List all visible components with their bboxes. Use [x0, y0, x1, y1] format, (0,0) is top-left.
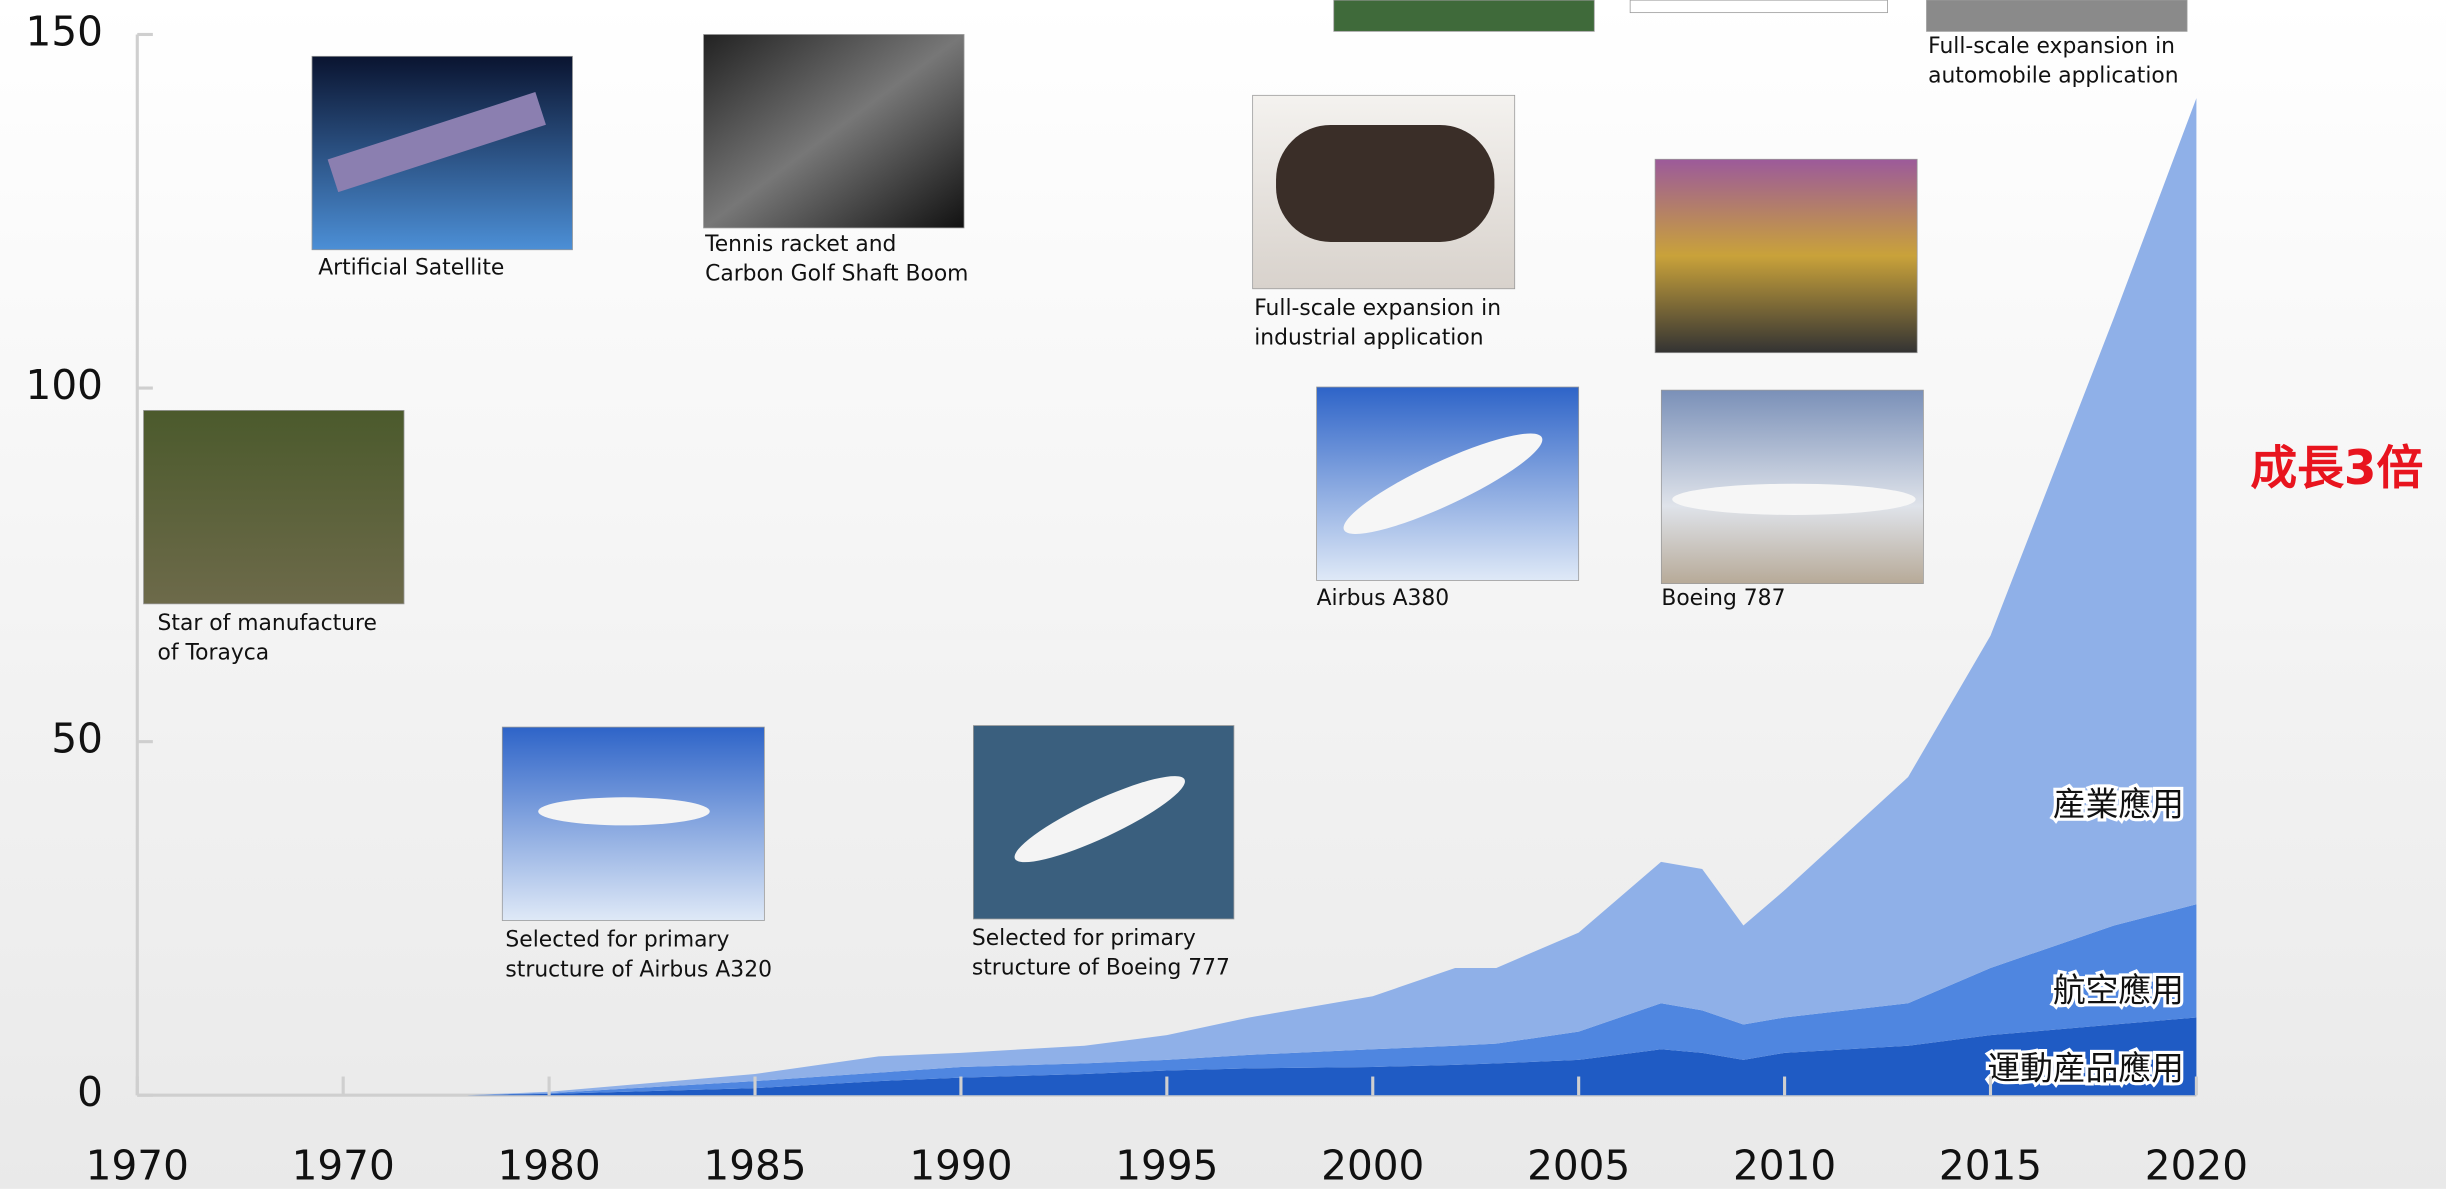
x-tick-label: 2005: [1527, 1142, 1630, 1189]
photo-car: [1654, 158, 1918, 354]
photo-caption: automobile application: [1928, 63, 2179, 88]
photos: [143, 0, 2188, 921]
series-label: 産業應用: [2053, 786, 2184, 824]
x-tick-label: 2020: [2145, 1142, 2248, 1189]
photo-caption: Selected for primary: [972, 926, 1196, 951]
x-tick-label: 1995: [1115, 1142, 1218, 1189]
photo-detail: [1014, 776, 1185, 863]
photo-caption: Carbon Golf Shaft Boom: [705, 262, 968, 287]
photo-caption: Full-scale expansion in: [1254, 296, 1501, 321]
photo-detail: [538, 797, 710, 826]
photo-fishing: [143, 410, 405, 605]
photo-carbon: [703, 34, 965, 229]
photo-detail: [1343, 433, 1543, 534]
x-tick-label: 1980: [498, 1142, 601, 1189]
y-tick-label: 0: [77, 1068, 103, 1116]
x-tick-label: 2015: [1939, 1142, 2042, 1189]
photo: [1333, 0, 1595, 32]
area: [466, 904, 2197, 1096]
photo-caption: Star of manufacture: [158, 611, 377, 636]
photo-caption: Artificial Satellite: [318, 255, 504, 280]
photo-caption: structure of Airbus A320: [505, 957, 772, 982]
y-tick-label: 100: [26, 361, 103, 409]
x-tick-label: 2000: [1321, 1142, 1424, 1189]
photo-caption: Selected for primary: [505, 928, 729, 953]
x-tick-label: 1990: [909, 1142, 1012, 1189]
y-tick-label: 50: [51, 715, 103, 763]
photo-detail: [1276, 124, 1495, 242]
photo-caption: Full-scale expansion in: [1928, 34, 2175, 59]
series-label: 運動産品應用: [1987, 1049, 2184, 1087]
x-tick-label: 2010: [1733, 1142, 1836, 1189]
photo-detail: [327, 92, 546, 193]
y-tick-label: 150: [26, 7, 103, 55]
photo-caption: of Torayca: [158, 641, 270, 666]
x-tick-label: 1970: [86, 1142, 189, 1189]
x-tick-label: 1985: [703, 1142, 806, 1189]
photo-caption: structure of Boeing 777: [972, 956, 1230, 981]
photo-caption: Tennis racket and: [704, 232, 896, 257]
photo-caption: Boeing 787: [1661, 586, 1785, 611]
photo: [1629, 0, 1888, 14]
area: [466, 1017, 2197, 1096]
photo-caption: industrial application: [1254, 326, 1483, 351]
plot-area: 運動産品應用 航空應用 産業應用 0 50 100 150 1970 1970 1980 1985 1…: [26, 7, 2248, 1189]
series-label: 航空應用: [2053, 971, 2184, 1009]
x-tick-label: 1970: [292, 1142, 395, 1189]
photo: [1926, 0, 2188, 32]
photo-caption: Airbus A380: [1317, 586, 1450, 611]
annotation: 成長3倍: [2250, 442, 2423, 496]
photo-detail: [1672, 483, 1916, 515]
captions: Artificial Satellite Tennis racket and Car…: [158, 34, 2179, 982]
